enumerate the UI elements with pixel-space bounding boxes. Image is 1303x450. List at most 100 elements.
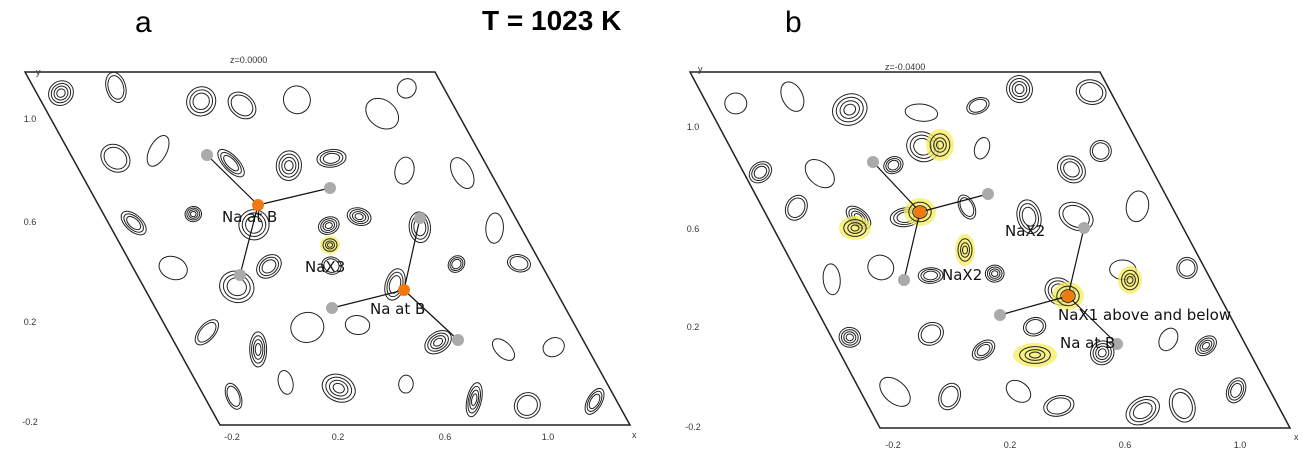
contour-line: [938, 382, 962, 411]
contour-line: [960, 242, 970, 258]
contour-line: [398, 374, 414, 394]
contour-line: [784, 194, 808, 221]
contour-line: [189, 89, 214, 114]
contour-line: [976, 343, 991, 357]
contour-line: [936, 140, 944, 150]
atom-site: [867, 156, 879, 168]
contour-line: [1008, 78, 1031, 101]
contour-line: [189, 210, 197, 218]
x-tick-label: 0.6: [439, 432, 452, 442]
contour-line: [843, 219, 867, 237]
contour-line: [126, 215, 142, 231]
contour-line: [158, 255, 188, 281]
site-label: Na at B: [222, 208, 277, 226]
contour-line: [351, 211, 367, 223]
contour-line: [1005, 379, 1032, 403]
contour-line: [867, 254, 895, 281]
site-label: Na at B: [370, 300, 425, 318]
contour-line: [323, 258, 340, 273]
contour-line: [1178, 259, 1196, 277]
contour-line: [940, 385, 959, 408]
contour-line: [327, 242, 333, 248]
contour-line: [973, 136, 991, 160]
contour-line: [220, 151, 242, 175]
contour-line: [1171, 391, 1193, 419]
contour-line: [588, 393, 601, 410]
contour-line: [986, 266, 1003, 281]
contour-line: [1016, 199, 1042, 234]
site-label: NaX1 above and below: [1058, 306, 1231, 324]
contour-line: [123, 213, 144, 233]
contour-line: [917, 321, 944, 346]
contour-line: [324, 222, 333, 230]
contour-line: [516, 394, 538, 416]
contour-line: [319, 150, 344, 166]
axis-label: x: [632, 430, 637, 440]
na-site: [252, 199, 264, 211]
atom-site: [326, 302, 338, 314]
contour-line: [258, 256, 280, 277]
contour-line: [787, 197, 806, 219]
contour-line: [1225, 377, 1247, 404]
contour-line: [1006, 75, 1033, 104]
contour-line: [48, 80, 74, 106]
contour-line: [277, 370, 294, 395]
z-label: z=-0.0400: [885, 62, 925, 72]
contour-line: [261, 259, 277, 274]
x-tick-label: 0.2: [332, 432, 345, 442]
contour-line: [408, 211, 432, 244]
contour-line: [831, 93, 868, 126]
contour-line: [1078, 82, 1104, 103]
contour-line: [991, 270, 999, 277]
contour-line: [194, 319, 220, 346]
contour-line: [354, 213, 364, 221]
contour-line: [840, 329, 859, 346]
contour-line: [966, 96, 990, 115]
axis-label: x: [1294, 432, 1299, 442]
contour-line: [920, 268, 941, 283]
contour-line: [320, 218, 338, 233]
x-tick-label: -0.2: [885, 440, 901, 450]
contour-line: [251, 335, 266, 364]
contour-line: [282, 85, 311, 115]
contour-line: [241, 212, 267, 238]
contour-line: [1158, 327, 1179, 352]
contour-line: [904, 103, 939, 122]
contour-line: [586, 390, 603, 412]
contour-line: [879, 376, 911, 407]
contour-line: [748, 161, 773, 184]
contour-line: [1025, 319, 1044, 335]
contour-line: [959, 197, 975, 217]
contour-line: [278, 153, 300, 178]
x-tick-label: 1.0: [1234, 440, 1247, 450]
contour-line: [1022, 316, 1047, 337]
contour-line: [912, 205, 928, 219]
bond-line: [206, 154, 259, 206]
contour-line: [1046, 397, 1072, 415]
contour-line: [470, 393, 478, 406]
contour-line: [56, 88, 66, 98]
y-tick-label: 0.2: [24, 317, 37, 327]
contour-line: [1197, 337, 1215, 354]
bond-line: [403, 217, 421, 291]
contour-line: [230, 94, 254, 117]
contour-line: [887, 159, 900, 171]
panel-letter: a: [135, 6, 152, 39]
bond-line: [331, 289, 405, 309]
bond-line: [872, 161, 921, 213]
z-label: z=0.0000: [230, 55, 267, 65]
y-tick-label: -0.2: [685, 422, 701, 432]
contour-line: [1176, 256, 1198, 279]
contour-line: [186, 86, 217, 117]
contour-line: [332, 382, 345, 394]
contour-line: [507, 254, 531, 273]
contour-line: [450, 157, 475, 189]
contour-line: [971, 339, 996, 361]
contour-line: [838, 326, 862, 348]
contour-line: [847, 222, 863, 234]
contour-line: [197, 321, 217, 343]
contour-line: [469, 389, 480, 410]
map-frame: [688, 71, 1292, 429]
contour-line: [328, 379, 349, 397]
